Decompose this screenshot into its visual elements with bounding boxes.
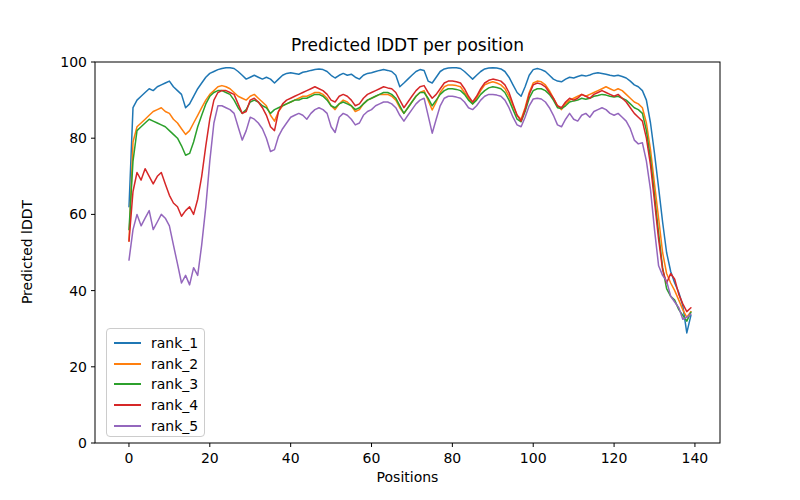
legend-swatch-rank_2 [114, 363, 141, 365]
legend-swatch-rank_4 [114, 404, 141, 406]
x-axis-label: Positions [95, 469, 720, 485]
series-line-rank_2 [129, 81, 691, 317]
x-tick-label: 100 [520, 450, 547, 466]
series-line-rank_1 [129, 68, 691, 333]
x-tick-label: 120 [601, 450, 628, 466]
x-tick-label: 80 [443, 450, 461, 466]
legend-swatch-rank_3 [114, 383, 141, 385]
y-tick-label: 0 [78, 435, 87, 451]
y-tick-label: 80 [69, 130, 87, 146]
y-tick-label: 60 [69, 206, 87, 222]
legend-label: rank_3 [151, 377, 198, 391]
legend-swatch-rank_5 [114, 425, 141, 427]
figure: Predicted lDDT per position Positions Pr… [0, 0, 800, 500]
series-line-rank_4 [129, 79, 691, 312]
series-line-rank_3 [129, 87, 691, 321]
series-line-rank_5 [129, 94, 691, 319]
legend-item-rank_4: rank_4 [114, 395, 204, 416]
x-tick-label: 60 [363, 450, 381, 466]
chart-title: Predicted lDDT per position [95, 35, 720, 55]
legend-label: rank_4 [151, 398, 198, 412]
legend-item-rank_3: rank_3 [114, 374, 204, 395]
legend-label: rank_5 [151, 419, 198, 433]
x-tick-label: 140 [682, 450, 709, 466]
legend-label: rank_1 [151, 336, 198, 350]
x-tick-label: 40 [282, 450, 300, 466]
x-tick-label: 0 [124, 450, 133, 466]
y-axis-label: Predicted lDDT [19, 200, 35, 304]
x-tick-label: 20 [201, 450, 219, 466]
legend-item-rank_1: rank_1 [114, 333, 204, 354]
legend-swatch-rank_1 [114, 342, 141, 344]
y-tick-label: 40 [69, 283, 87, 299]
y-tick-label: 100 [60, 54, 87, 70]
legend-label: rank_2 [151, 357, 198, 371]
y-tick-label: 20 [69, 359, 87, 375]
legend-item-rank_5: rank_5 [114, 415, 204, 436]
legend: rank_1 rank_2 rank_3 rank_4 rank_5 [106, 328, 205, 437]
legend-item-rank_2: rank_2 [114, 354, 204, 375]
